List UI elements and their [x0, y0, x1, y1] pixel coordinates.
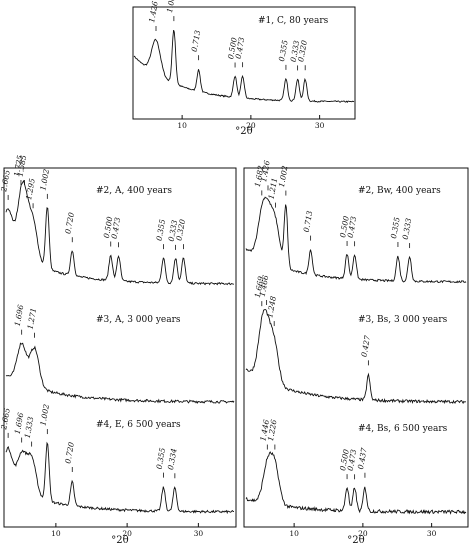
x-axis-label: °2θ [111, 535, 128, 545]
x-tick-label: 30 [194, 529, 204, 538]
peak-label: 0.500 [338, 448, 351, 471]
peak-label: 0.473 [346, 449, 359, 472]
peak-label: 0.473 [346, 215, 359, 238]
peak-label: 0.500 [102, 216, 115, 239]
trace-label: #4, E, 6 500 years [96, 420, 181, 430]
x-tick-label: 20 [246, 121, 256, 130]
peak-label: 1.696 [13, 412, 26, 435]
x-tick-label: 30 [315, 121, 325, 130]
peak-label: 1.002 [277, 165, 290, 188]
peak-label: 1.002 [38, 168, 51, 191]
peak-label: 0.713 [190, 29, 203, 52]
peak-label: 0.355 [155, 218, 168, 241]
x-tick-label: 30 [427, 529, 437, 538]
peak-label: 1.696 [13, 304, 26, 327]
x-axis-label: °2θ [235, 126, 252, 137]
peak-label: 0.333 [167, 219, 180, 242]
peak-label: 0.720 [63, 211, 76, 234]
peak-label: 1.248 [265, 295, 278, 318]
diffraction-trace [245, 196, 467, 284]
peak-label: 1.725 [12, 154, 25, 177]
trace-label: #4, Bs, 6 500 years [358, 424, 448, 434]
peak-label: 1.002 [38, 403, 51, 426]
peak-label: 1.682 [253, 165, 266, 188]
trace-label: #2, A, 400 years [96, 186, 172, 196]
peak-label: 0.500 [226, 37, 239, 60]
peak-label: 0.713 [302, 210, 315, 233]
peak-label: 0.334 [166, 447, 179, 470]
peak-label: 2.665 [0, 407, 12, 431]
diffraction-trace [245, 451, 467, 515]
peak-label: 0.320 [296, 39, 309, 62]
x-tick-label: 10 [289, 529, 299, 538]
peak-label: 1.585 [16, 154, 29, 177]
peak-label: 0.473 [234, 36, 247, 59]
peak-label: 1.426 [259, 160, 272, 183]
peak-label: 0.355 [155, 447, 168, 470]
peak-label: 1.226 [266, 419, 279, 442]
diffraction-trace [5, 441, 234, 515]
peak-label: 2.665 [0, 169, 12, 193]
peak-label: 0.437 [356, 447, 369, 470]
panel-frame-right [243, 167, 469, 528]
x-tick-label: 20 [358, 529, 368, 538]
peak-label: 0.333 [401, 217, 414, 240]
trace-label: #3, Bs, 3 000 years [358, 315, 448, 325]
trace-label: #3, A, 3 000 years [96, 315, 181, 325]
panel-frame-left [3, 167, 237, 528]
peak-label: 0.720 [63, 441, 76, 464]
peak-label: 0.427 [359, 335, 372, 358]
peak-label: 1.211 [267, 177, 280, 200]
peak-label: 1.333 [23, 416, 36, 439]
trace-label: #2, Bw, 400 years [358, 186, 441, 196]
panel-frame-top [132, 6, 356, 120]
peak-label: 0.473 [110, 216, 123, 239]
peak-label: 1.669 [253, 275, 266, 298]
peak-label: 0.500 [338, 215, 351, 238]
peak-label: 1.426 [147, 0, 160, 23]
trace-label: #1, C, 80 years [258, 16, 329, 26]
diffraction-trace [5, 179, 235, 286]
x-tick-label: 10 [51, 529, 61, 538]
peak-label: 0.320 [175, 218, 188, 241]
diffraction-trace [133, 29, 355, 104]
peak-label: 0.355 [389, 216, 402, 239]
diffraction-trace [5, 342, 235, 404]
peak-label: 1.295 [24, 177, 37, 200]
peak-label: 0.333 [289, 40, 302, 63]
peak-label: 1.271 [26, 307, 39, 330]
x-tick-label: 10 [177, 121, 187, 130]
x-tick-label: 20 [122, 529, 132, 538]
peak-label: 1.446 [258, 419, 271, 442]
diffraction-trace [245, 309, 466, 405]
peak-label: 0.355 [277, 39, 290, 62]
x-axis-label: °2θ [347, 535, 364, 545]
peak-label: 1.466 [258, 274, 271, 297]
